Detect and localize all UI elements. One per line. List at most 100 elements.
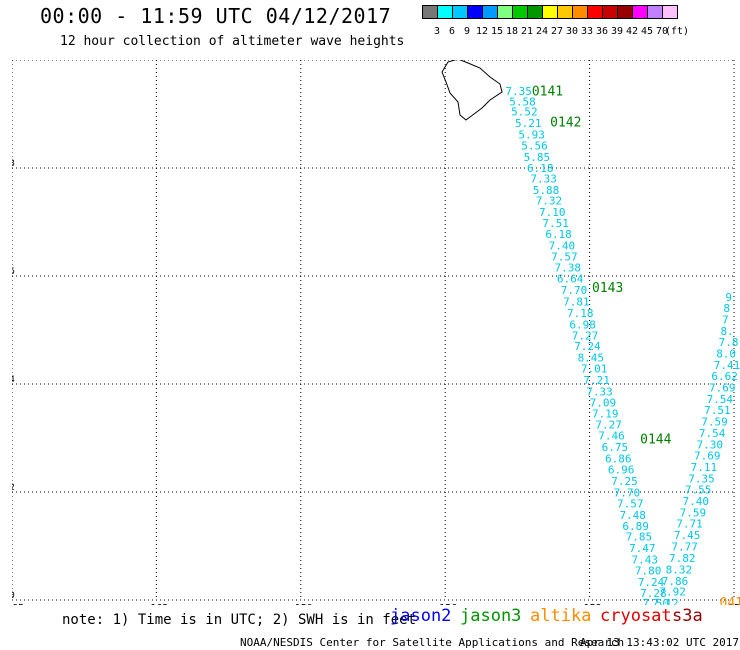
swh-value-label: 7.80 [635,565,662,578]
swh-value-label: 7.38 [554,262,581,275]
swh-value-label: 5.21 [515,117,542,130]
scale-label: 21 [520,26,534,37]
swh-value-label: 7.24 [638,576,665,589]
scale-label: 27 [550,26,564,37]
swh-value-label: 7.69 [709,382,736,395]
swh-value-label: 7.41 [714,359,740,372]
swh-value-label: 7.24 [574,340,601,353]
swh-value-label: 5.93 [518,128,545,141]
swh-value-label: 7.55 [685,484,712,497]
swh-value-label: 7.27 [572,330,599,343]
scale-swatch [527,5,543,19]
chart-subtitle: 12 hour collection of altimeter wave hei… [60,34,405,49]
scale-swatch [617,5,633,19]
scale-label: 33 [580,26,594,37]
swh-value-label: 5.58 [509,95,536,108]
swh-value-label: 5.56 [521,140,548,153]
swh-value-label: 7.57 [551,250,578,263]
swh-value-label: 7.21 [583,374,610,387]
scale-swatch [452,5,468,19]
swh-value-label: 7.71 [676,518,703,531]
scale-label: 45 [640,26,654,37]
swh-value-label: 7.59 [701,416,728,429]
swh-value-label: 7.48 [619,509,646,522]
scale-label: 70 [655,26,669,37]
swh-value-label: 7.51 [542,217,569,230]
swh-value-label: 7.30 [696,438,723,451]
swh-value-label: 6.86 [605,452,632,465]
y-tick-label: 20 [12,60,15,61]
scale-label: 42 [625,26,639,37]
swh-value-label: 8.45 [578,351,605,364]
scale-label: 18 [505,26,519,37]
plot-area: -165 -162 -159 -156 -153 -150 10 12 14 16 18 20 7.35… [12,60,740,605]
footer-note: note: 1) Time is in UTC; 2) SWH is in fe… [62,612,417,628]
swh-value-label: 7.27 [595,418,622,431]
swh-value-label: 7.46 [598,430,625,443]
swh-value-label: 7.70 [561,284,588,297]
legend-altika: altika [530,606,592,626]
scale-swatch [482,5,498,19]
y-tick-label: 18 [12,159,15,169]
swh-value-label: 7.12 [652,597,679,605]
swh-value-label: 8. [721,325,734,338]
pass-label: 0144 [640,432,671,447]
swh-value-label: 9 [725,291,732,304]
scale-swatch [467,5,483,19]
scale-label: 36 [595,26,609,37]
footer-credit: NOAA/NESDIS Center for Satellite Applica… [240,636,625,649]
scale-swatch [557,5,573,19]
scale-swatch [512,5,528,19]
swh-value-label: 7.54 [707,393,734,406]
swh-value-label: 7.11 [691,461,718,474]
swh-value-label: 6.89 [622,520,649,533]
swh-value-label: 7.86 [662,575,689,588]
swh-value-label: 6.18 [545,228,572,241]
swh-value-label: 7.28 [640,587,667,600]
scale-label: 39 [610,26,624,37]
swh-value-label: 7.40 [549,240,576,253]
chart-title: 00:00 - 11:59 UTC 04/12/2017 [40,4,392,28]
swh-value-label: 7.25 [611,475,638,488]
swh-value-label: 8.32 [666,564,693,577]
scale-swatch [572,5,588,19]
legend-s3a: s3a [672,606,703,626]
swh-value-label: 7.69 [694,450,721,463]
swh-value-label: 7.47 [629,542,656,555]
x-tick-label: -156 [433,603,457,605]
swh-value-label: 7.40 [682,495,709,508]
scale-swatch [437,5,453,19]
scale-swatch [662,5,678,19]
swh-value-label: 7.01 [581,363,608,376]
swh-value-label: 7.85 [626,531,653,544]
island-outline [441,60,503,121]
swh-value-label: 7 [722,314,729,327]
swh-value-label: 7.18 [567,307,594,320]
scale-swatch [542,5,558,19]
swh-value-label: 7.57 [617,498,644,511]
pass-label: 0143 [592,281,623,296]
scale-swatch [632,5,648,19]
x-tick-label: -153 [578,603,602,605]
swh-value-label: 6.18 [527,162,554,175]
swh-value-label: 7.19 [592,407,619,420]
swh-value-label: 6.64 [557,272,584,285]
scale-swatch [587,5,603,19]
x-tick-label: -162 [144,603,168,605]
scale-label: 9 [463,26,471,37]
scale-label: 24 [535,26,549,37]
legend-cryosat: cryosat [600,606,672,626]
pass-label: 0413 [720,596,740,605]
pass-label: 0141 [532,85,563,100]
swh-value-label: 7.50 [643,597,670,605]
y-tick-label: 16 [12,267,15,277]
swh-value-label: 6.62 [711,370,738,383]
swh-value-label: 7.77 [671,540,698,553]
swh-value-label: 7.51 [704,404,731,417]
swh-value-label: 7.8 [719,336,739,349]
scale-swatch [647,5,663,19]
swh-value-label: 5.52 [511,106,538,119]
swh-value-label: 7.82 [669,552,696,565]
swh-value-label: 6.96 [608,464,635,477]
swh-value-label: 6.75 [602,441,629,454]
